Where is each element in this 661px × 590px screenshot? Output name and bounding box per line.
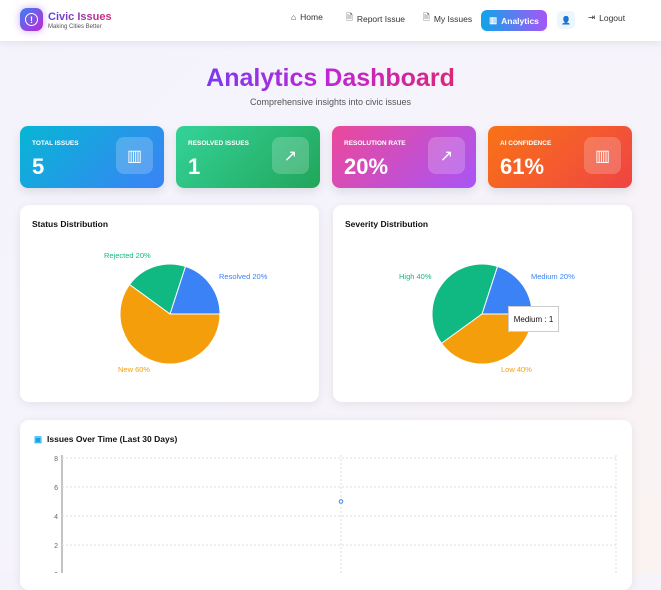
y-tick-label: 6 (54, 485, 58, 492)
slice-label: Rejected 20% (104, 251, 151, 260)
stat-label: RESOLVED ISSUES (188, 140, 249, 147)
nav-report-issue[interactable]: 🗎 Report Issue (346, 12, 405, 26)
nav-label: My Issues (433, 14, 473, 24)
chart-tooltip: Medium : 1 (508, 306, 559, 332)
nav-label: Home (300, 12, 323, 22)
trending-up-icon: ↗ (428, 137, 465, 174)
bar-chart-icon: ▥ (584, 137, 621, 174)
stat-card: TOTAL ISSUES 5 ▥ (20, 126, 164, 188)
pie-slice-rejected[interactable] (128, 263, 187, 315)
bar-chart-icon: ▥ (116, 137, 153, 174)
stat-value: 20% (344, 154, 389, 179)
brand-tagline: Making Cities Better (48, 24, 102, 30)
logout-button[interactable]: ⇥ Logout (588, 12, 625, 23)
y-tick-label: 4 (54, 514, 58, 521)
stat-card: RESOLVED ISSUES 1 ↗ (176, 126, 320, 188)
brand-name[interactable]: Civic Issues (48, 11, 112, 23)
nav-label: Analytics (501, 15, 539, 26)
y-tick-label: 8 (54, 456, 58, 463)
line-chart: 86420 (54, 455, 617, 573)
navbar: ! Civic Issues Making Cities Better ⌂ Hom… (0, 0, 661, 41)
logo-icon[interactable]: ! (20, 8, 43, 31)
panel-title-text: Issues Over Time (Last 30 Days) (47, 434, 178, 444)
bar-chart-icon: ▥ (489, 15, 498, 25)
pie-slice-high[interactable] (431, 263, 499, 345)
slice-label: Resolved 20% (219, 272, 268, 281)
document-icon: 🗎 (346, 12, 353, 22)
stat-label: AI CONFIDENCE (500, 140, 552, 147)
slice-label: High 40% (399, 272, 432, 281)
stat-card: AI CONFIDENCE 61% ▥ (488, 126, 632, 188)
slice-label: New 60% (118, 365, 151, 374)
stat-value: 1 (188, 154, 201, 179)
pie-slice-new[interactable] (119, 283, 221, 365)
issues-over-time-panel: ▣ Issues Over Time (Last 30 Days) (20, 420, 632, 590)
pie-charts (119, 263, 533, 365)
page-subtitle: Comprehensive insights into civic issues (249, 97, 412, 107)
calendar-icon: ▣ (34, 434, 43, 444)
user-icon[interactable]: 👤 (557, 11, 575, 29)
panel-title: Status Distribution (32, 219, 109, 229)
stat-value: 61% (500, 154, 545, 179)
y-tick-label: 2 (54, 543, 58, 550)
stat-label: TOTAL ISSUES (32, 140, 79, 147)
nav-label: Logout (599, 12, 626, 23)
panel-title: Severity Distribution (345, 219, 429, 229)
slice-label: Medium 20% (531, 272, 575, 281)
logout-icon: ⇥ (588, 12, 596, 22)
trending-up-icon: ↗ (272, 137, 309, 174)
page-title: Analytics Dashboard (206, 64, 455, 92)
nav-label: Report Issue (356, 14, 406, 24)
stat-card: RESOLUTION RATE 20% ↗ (332, 126, 476, 188)
slice-label: Low 40% (501, 365, 532, 374)
stat-label: RESOLUTION RATE (344, 140, 406, 147)
nav-my-issues[interactable]: 🗎 My Issues (423, 12, 472, 26)
nav-home[interactable]: ⌂ Home (291, 12, 323, 22)
pie-slice-resolved[interactable] (169, 265, 221, 315)
document-icon: 🗎 (423, 12, 430, 22)
data-point[interactable] (338, 499, 344, 504)
home-icon: ⌂ (291, 12, 297, 22)
panel-title: ▣ Issues Over Time (Last 30 Days) (34, 434, 177, 445)
stat-value: 5 (32, 154, 45, 179)
nav-analytics[interactable]: ▥ Analytics (481, 10, 547, 31)
